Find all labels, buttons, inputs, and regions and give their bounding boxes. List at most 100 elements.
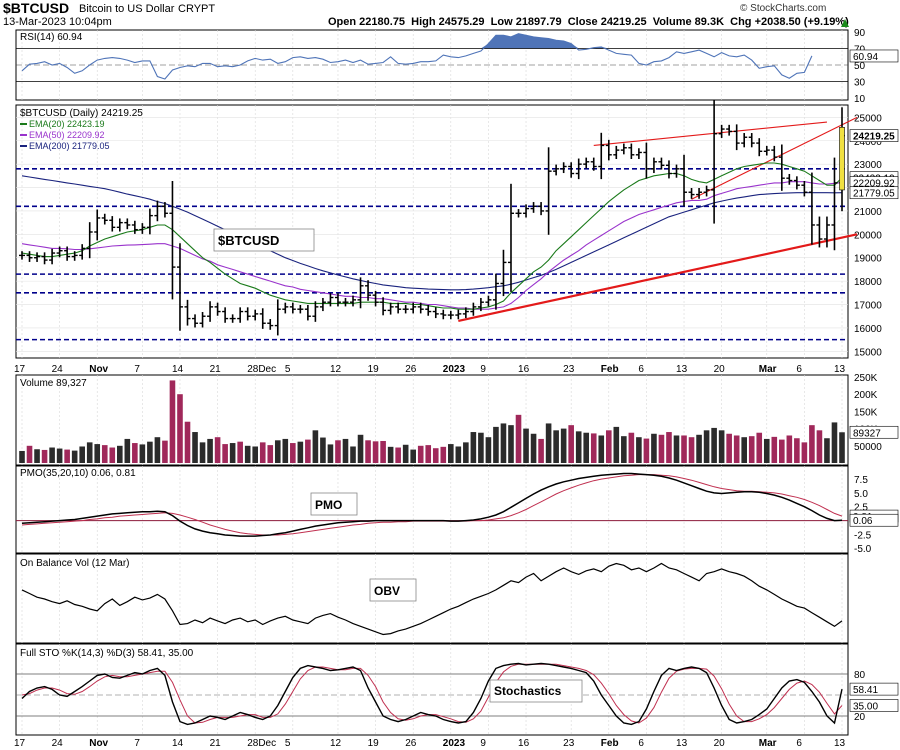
volume-bar <box>681 435 687 463</box>
x-axis-label-top: 28Dec <box>247 364 276 375</box>
volume-bar <box>508 425 514 463</box>
volume-bar <box>207 438 213 463</box>
volume-bar <box>643 438 650 463</box>
volume-bar <box>839 432 845 463</box>
price-bar <box>71 251 78 261</box>
price-tick-label: 15000 <box>854 347 882 358</box>
price-bar <box>199 312 206 328</box>
x-axis-label-top: 12 <box>330 364 342 375</box>
volume-bar <box>718 430 725 463</box>
price-bar <box>823 216 830 248</box>
volume-tick-label: 250K <box>854 373 878 384</box>
price-bar <box>41 252 48 265</box>
x-axis-label-top: 24 <box>52 364 64 375</box>
volume-tick-label: 200K <box>854 390 878 401</box>
price-bar <box>34 252 41 262</box>
price-bar <box>681 154 688 207</box>
volume-bar <box>560 428 567 463</box>
price-bar <box>643 142 650 179</box>
price-bar <box>748 133 755 148</box>
x-axis-label-top: 7 <box>134 364 140 375</box>
price-bar <box>432 307 439 319</box>
pmo-badge: 0.06 <box>849 513 899 527</box>
rsi-line <box>21 33 813 80</box>
price-bar <box>455 309 462 320</box>
volume-bar <box>470 432 477 463</box>
price-bar <box>447 310 454 320</box>
volume-bar <box>184 421 191 463</box>
price-bar <box>109 216 116 232</box>
price-bar <box>553 164 560 176</box>
svg-text:Stochastics: Stochastics <box>494 684 562 698</box>
x-axis-label-bottom: Feb <box>601 738 619 749</box>
legend-entry: EMA(200) 21779.05 <box>29 141 110 151</box>
volume-bar <box>64 449 70 463</box>
volume-bar <box>26 445 33 463</box>
volume-bar <box>177 394 183 463</box>
price-bar <box>440 309 447 320</box>
price-bar <box>545 147 552 235</box>
volume-bar <box>771 436 778 463</box>
pmo-tick-label: -2.5 <box>854 530 872 541</box>
x-axis-label-bottom: 17 <box>14 738 26 749</box>
volume-bar <box>402 444 409 463</box>
volume-bar <box>214 437 221 463</box>
price-bar <box>425 304 432 316</box>
volume-bar <box>79 446 85 463</box>
volume-bar <box>395 447 401 463</box>
price-bar <box>477 297 484 312</box>
obv-title: On Balance Vol (12 Mar) <box>20 558 130 569</box>
volume-bar <box>297 441 304 463</box>
price-bar <box>380 297 387 316</box>
volume-bar <box>252 446 259 463</box>
volume-bar <box>500 423 507 463</box>
volume-bar <box>801 442 808 463</box>
x-axis-label-bottom: Nov <box>89 738 108 749</box>
price-bar <box>831 157 838 251</box>
volume-bar <box>372 441 379 463</box>
price-bar <box>801 180 808 197</box>
price-bar <box>252 309 259 321</box>
ohlc-summary: Open 22180.75 High 24575.29 Low 21897.79… <box>328 16 849 28</box>
price-bar <box>350 295 357 307</box>
volume-bar <box>365 440 371 463</box>
volume-bar <box>440 446 447 463</box>
price-bar <box>237 307 244 323</box>
triangle-up-icon <box>841 19 849 27</box>
price-bar <box>297 304 304 314</box>
volume-bar <box>282 438 289 463</box>
volume-bar <box>455 446 462 463</box>
volume-bar <box>387 446 394 463</box>
pmo-title: PMO(35,20,10) 0.06, 0.81 <box>20 468 136 479</box>
volume-bar <box>432 448 439 463</box>
price-bar <box>154 200 161 222</box>
price-bar <box>342 297 349 307</box>
x-axis-label-top: 13 <box>676 364 688 375</box>
price-bar <box>169 180 176 300</box>
ema200-line <box>21 175 843 291</box>
price-bar <box>771 145 778 162</box>
price-panel <box>15 104 849 359</box>
volume-bar <box>417 445 424 463</box>
x-axis-label-bottom: 6 <box>796 738 802 749</box>
rsi-badge: 60.94 <box>849 49 899 63</box>
volume-bar <box>109 447 116 463</box>
ema20-line <box>21 162 843 310</box>
price-bar <box>703 185 710 197</box>
price-bar <box>613 145 620 160</box>
volume-bar <box>86 442 93 463</box>
x-axis-label-top: 5 <box>285 364 291 375</box>
volume-bar <box>244 445 251 463</box>
volume-bar <box>237 441 243 463</box>
chart-date: 13-Mar-2023 10:04pm <box>3 16 112 28</box>
price-bar <box>64 246 71 261</box>
price-bar <box>327 293 334 307</box>
svg-text:35.00: 35.00 <box>853 702 878 713</box>
price-bar <box>523 204 530 218</box>
volume-bar <box>49 447 55 463</box>
volume-badge: 89327 <box>849 425 899 439</box>
pmo-tick-label: 2.5 <box>854 503 868 514</box>
price-bar <box>538 202 545 216</box>
stochastics-tick-label: 20 <box>854 712 866 723</box>
svg-text:58.41: 58.41 <box>853 685 878 696</box>
